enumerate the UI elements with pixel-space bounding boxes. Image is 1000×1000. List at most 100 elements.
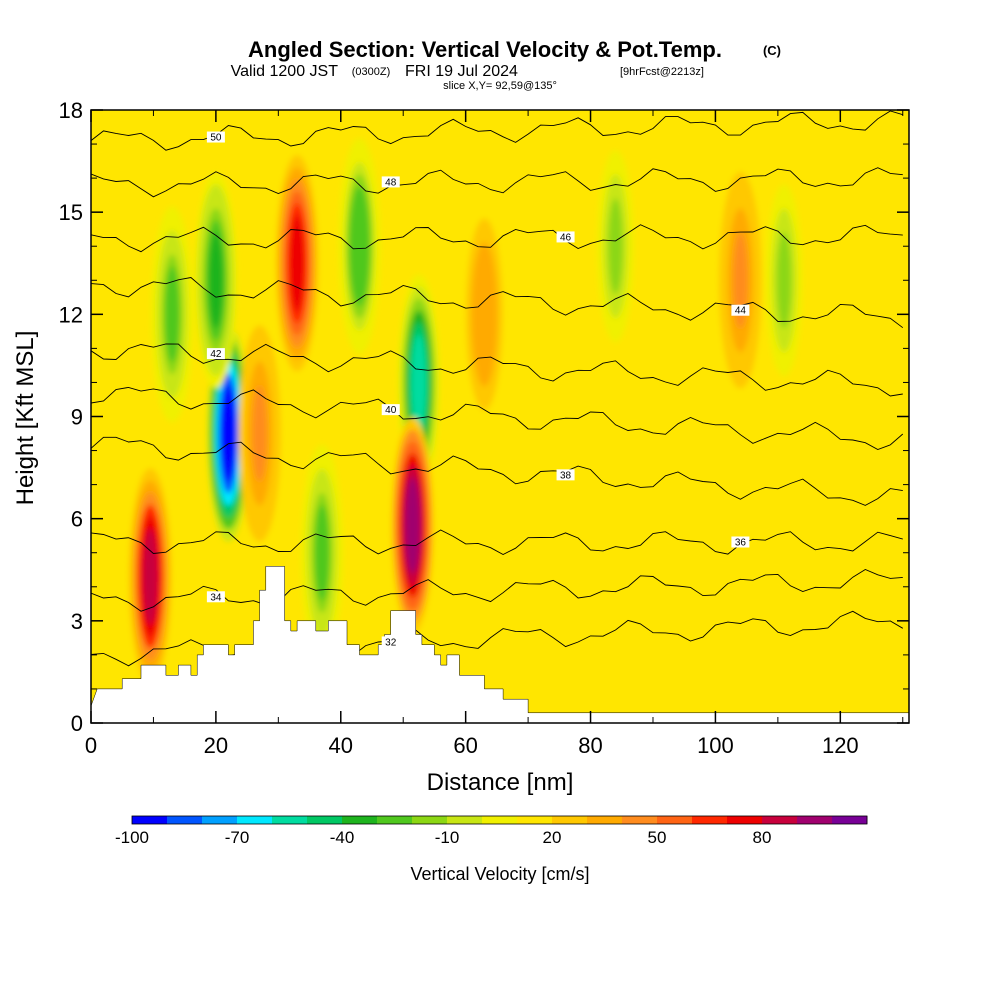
theta-label: 42 [210,349,222,360]
colorbar-swatch [307,816,343,824]
updraft-cell [252,385,267,482]
y-tick-label: 6 [71,507,83,532]
theta-label: 36 [735,538,747,549]
colorbar-swatch [447,816,483,824]
colorbar-swatch [167,816,203,824]
forecast-info: [9hrFcst@2213z] [620,66,704,78]
y-tick-label: 12 [59,302,83,327]
colorbar-frame [131,815,868,825]
theta-label-bg [556,469,575,481]
downdraft-cell [164,266,180,363]
y-tick-label: 15 [59,200,83,225]
y-tick-label: 18 [59,98,83,123]
valid-date: FRI 19 Jul 2024 [405,63,518,80]
theta-label: 50 [210,133,222,144]
velocity-field [129,138,806,685]
colorbar-swatch [517,816,553,824]
theta-label: 32 [385,637,397,648]
downdraft-cell [208,232,224,329]
colorbar-swatch [657,816,693,824]
colorbar-tick-label: -10 [435,828,460,847]
chart-title-suffix: (C) [763,43,781,58]
y-tick-label: 3 [71,609,83,634]
colorbar-swatch [832,816,868,824]
colorbar-swatch [482,816,518,824]
colorbar-swatch [237,816,273,824]
theta-label-bg [381,404,400,416]
y-tick-label: 9 [71,405,83,430]
x-axis-label: Distance [nm] [427,769,574,796]
colorbar-swatch [587,816,623,824]
theta-contour-44 [91,277,904,329]
colorbar-swatch [552,816,588,824]
updraft-cell [289,215,305,312]
colorbar-tick-label: -70 [225,828,250,847]
downdraft-cell [314,504,330,601]
x-tick-label: 20 [204,733,228,758]
x-tick-label: 120 [822,733,859,758]
theta-label-bg [206,591,225,603]
colorbar-title: Vertical Velocity [cm/s] [410,864,589,884]
theta-label: 38 [560,470,572,481]
colorbar-swatch [412,816,448,824]
colorbar-tick-label: -40 [330,828,355,847]
colorbar-swatch [692,816,728,824]
theta-contour-46 [91,224,903,253]
x-tick-label: 0 [85,733,97,758]
theta-contour-34 [91,568,903,612]
colorbar-tick-label: 50 [648,828,667,847]
theta-label-bg [206,131,225,143]
downdraft-cell [776,232,792,329]
colorbar-swatch [762,816,798,824]
theta-contour-40 [91,386,904,450]
theta-labels: 50 48 46 44 42 40 38 36 34 32 [206,131,750,648]
x-tick-label: 100 [697,733,734,758]
colorbar-swatch [132,816,168,824]
x-tick-label: 60 [453,733,477,758]
downdraft-cell [221,385,236,482]
theta-label-bg [381,176,400,188]
colorbar-swatch [342,816,378,824]
theta-contour-50 [91,110,903,151]
x-tick-label: 40 [329,733,353,758]
theta-label: 34 [210,592,222,603]
slice-info: slice X,Y= 92,59@135° [443,80,557,92]
terrain [91,566,909,723]
theta-label-bg [731,536,750,548]
theta-label: 48 [385,177,397,188]
theta-label: 40 [385,405,397,416]
x-tick-label: 80 [578,733,602,758]
valid-utc: (0300Z) [352,66,391,78]
theta-label-bg [731,304,750,316]
theta-label: 44 [735,306,747,317]
downdraft-cell [352,198,367,295]
colorbar-swatch [727,816,763,824]
colorbar-swatch [377,816,413,824]
theta-contour-36 [91,529,903,556]
colorbar-tick-label: 80 [753,828,772,847]
theta-contour-42 [91,343,903,397]
colorbar-tick-label: 20 [543,828,562,847]
downdraft-cell [608,198,623,295]
y-tick-label: 0 [71,711,83,736]
colorbar-swatch [272,816,308,824]
updraft-cell [143,528,158,625]
valid-time: Valid 1200 JST [231,63,339,80]
plot-area: 50 48 46 44 42 40 38 36 34 32 [91,110,909,723]
downdraft-cell [411,334,427,431]
theta-contours [91,110,904,667]
theta-contour-38 [91,436,903,506]
theta-label-bg [381,636,400,648]
theta-contour-48 [91,167,903,198]
theta-label-bg [556,231,575,243]
colorbar: -100 -70 -40 -10 20 50 80 [115,815,868,847]
theta-label: 46 [560,232,572,243]
chart-title: Angled Section: Vertical Velocity & Pot.… [248,37,722,62]
updraft-cell [405,477,420,574]
colorbar-tick-label: -100 [115,828,149,847]
y-axis-label: Height [Kft MSL] [12,331,39,506]
updraft-cell [477,266,492,363]
colorbar-swatch [797,816,833,824]
